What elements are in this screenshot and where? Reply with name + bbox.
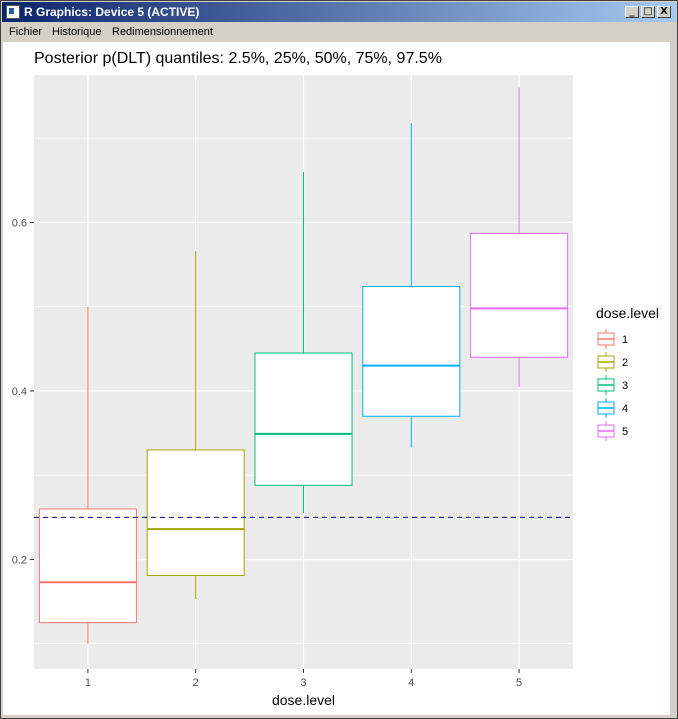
title-bar[interactable]: R Graphics: Device 5 (ACTIVE) _ □ X: [2, 2, 676, 22]
y-tick-label: 0.6: [12, 217, 27, 229]
legend-label-3: 3: [622, 380, 628, 392]
legend-label-5: 5: [622, 426, 628, 438]
app-icon: [6, 5, 20, 19]
legend-label-1: 1: [622, 334, 628, 346]
x-tick-label: 3: [300, 677, 306, 689]
window-title: R Graphics: Device 5 (ACTIVE): [24, 5, 200, 19]
menu-redimensionnement[interactable]: Redimensionnement: [112, 26, 213, 38]
x-tick-label: 4: [408, 677, 414, 689]
box-1: [38, 508, 137, 624]
x-tick-label: 2: [193, 677, 199, 689]
window-edge: [671, 42, 677, 715]
menu-fichier[interactable]: Fichier: [9, 26, 43, 38]
minimize-button[interactable]: _: [625, 6, 639, 18]
y-tick-label: 0.2: [12, 554, 27, 566]
x-tick-label: 5: [516, 677, 522, 689]
plot-area: Posterior p(DLT) quantiles: 2.5%, 25%, 5…: [3, 42, 670, 715]
box-4: [362, 285, 461, 417]
boxplot-chart: Posterior p(DLT) quantiles: 2.5%, 25%, 5…: [12, 50, 659, 708]
legend-title: dose.level: [596, 305, 659, 321]
legend-label-2: 2: [622, 357, 628, 369]
close-button[interactable]: X: [657, 6, 671, 18]
box-3: [254, 352, 353, 486]
y-tick-label: 0.4: [12, 386, 27, 398]
maximize-button[interactable]: □: [641, 6, 655, 18]
legend-label-4: 4: [622, 403, 628, 415]
box-5: [470, 232, 569, 358]
x-axis-title: dose.level: [272, 692, 335, 708]
box-2: [146, 449, 245, 576]
menu-historique[interactable]: Historique: [52, 26, 102, 38]
menu-bar: Fichier Historique Redimensionnement: [2, 23, 676, 41]
chart-title: Posterior p(DLT) quantiles: 2.5%, 25%, 5…: [34, 50, 442, 67]
x-tick-label: 1: [85, 677, 91, 689]
